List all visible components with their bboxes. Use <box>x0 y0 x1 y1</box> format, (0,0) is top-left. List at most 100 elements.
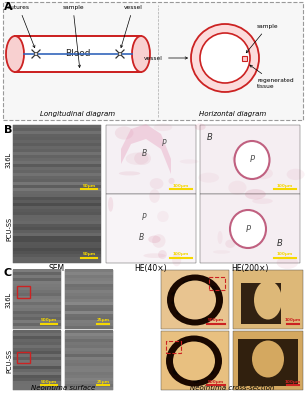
Bar <box>13 351 61 354</box>
Bar <box>13 270 61 329</box>
Ellipse shape <box>176 311 183 315</box>
Bar <box>65 330 113 333</box>
Ellipse shape <box>195 124 206 130</box>
Ellipse shape <box>183 280 187 286</box>
Text: HE(40×): HE(40×) <box>135 264 167 273</box>
Ellipse shape <box>232 153 246 163</box>
Bar <box>13 317 61 320</box>
Text: HE(200×): HE(200×) <box>231 264 269 273</box>
Text: C: C <box>4 268 12 278</box>
Bar <box>13 242 101 245</box>
Ellipse shape <box>230 210 266 248</box>
Bar <box>13 281 61 284</box>
Text: 500μm: 500μm <box>208 318 224 322</box>
Bar <box>13 137 101 140</box>
Bar <box>13 140 101 143</box>
Ellipse shape <box>245 189 266 200</box>
Bar <box>65 342 113 345</box>
Bar <box>13 308 61 311</box>
Text: P: P <box>246 224 251 234</box>
Text: 25μm: 25μm <box>96 318 110 322</box>
Bar <box>13 248 101 251</box>
Bar <box>13 331 61 390</box>
Bar <box>65 281 113 284</box>
Bar <box>13 251 101 254</box>
PathPatch shape <box>121 124 171 174</box>
Bar <box>13 333 61 336</box>
Text: Neointima cross-section: Neointima cross-section <box>190 385 274 391</box>
Ellipse shape <box>173 368 180 375</box>
Text: 316L: 316L <box>6 152 12 168</box>
Bar <box>13 206 101 209</box>
Text: regenerated
tissue: regenerated tissue <box>250 65 293 89</box>
Ellipse shape <box>213 250 230 254</box>
Bar <box>65 331 113 390</box>
Bar <box>13 260 101 263</box>
Ellipse shape <box>209 370 214 375</box>
Text: vessel: vessel <box>144 56 188 60</box>
Bar <box>13 167 101 170</box>
Bar <box>65 348 113 351</box>
Ellipse shape <box>182 341 186 346</box>
Bar <box>13 176 101 179</box>
Bar <box>13 173 101 176</box>
Ellipse shape <box>132 36 150 72</box>
Ellipse shape <box>200 33 250 83</box>
Text: sample: sample <box>246 24 279 53</box>
Bar <box>13 200 101 203</box>
Bar <box>233 270 303 329</box>
Text: 100μm: 100μm <box>173 252 189 256</box>
Bar <box>13 330 61 333</box>
Bar <box>65 372 113 375</box>
Text: P: P <box>162 140 166 148</box>
Bar <box>65 293 113 296</box>
Text: P: P <box>142 214 146 222</box>
Ellipse shape <box>253 168 273 179</box>
Bar <box>65 299 113 302</box>
Bar <box>13 146 101 149</box>
Bar <box>65 323 113 326</box>
Ellipse shape <box>119 171 140 176</box>
Ellipse shape <box>157 211 169 222</box>
Bar <box>65 333 113 336</box>
Text: 50μm: 50μm <box>82 252 95 256</box>
Bar <box>65 296 113 299</box>
Ellipse shape <box>108 197 113 212</box>
Bar <box>65 308 113 311</box>
Bar <box>13 275 61 278</box>
Bar <box>13 236 101 239</box>
Ellipse shape <box>149 189 160 203</box>
Text: B: B <box>277 238 283 248</box>
Bar <box>13 227 101 230</box>
Bar <box>13 284 61 287</box>
Ellipse shape <box>154 123 172 131</box>
Ellipse shape <box>252 198 273 204</box>
Bar <box>13 320 61 323</box>
Text: B: B <box>4 125 12 135</box>
Text: PCU-SS: PCU-SS <box>6 349 12 373</box>
Bar <box>13 194 101 263</box>
Ellipse shape <box>225 240 235 248</box>
Bar <box>13 149 101 152</box>
Ellipse shape <box>193 340 199 343</box>
Ellipse shape <box>235 141 270 179</box>
Bar <box>13 212 101 215</box>
Bar <box>13 336 61 339</box>
Bar <box>13 203 101 206</box>
Bar <box>65 387 113 390</box>
Text: 500μm: 500μm <box>41 380 57 384</box>
Bar <box>3 2 303 120</box>
Ellipse shape <box>134 152 151 165</box>
Bar <box>13 293 61 296</box>
Bar <box>65 369 113 372</box>
Text: 100μm: 100μm <box>173 184 189 188</box>
Ellipse shape <box>252 340 284 378</box>
Bar <box>65 270 113 329</box>
Bar <box>13 221 101 224</box>
Text: 25μm: 25μm <box>96 380 110 384</box>
Bar <box>65 269 113 272</box>
Bar <box>13 269 61 272</box>
Bar <box>13 375 61 378</box>
Ellipse shape <box>254 280 282 320</box>
Ellipse shape <box>207 286 217 292</box>
